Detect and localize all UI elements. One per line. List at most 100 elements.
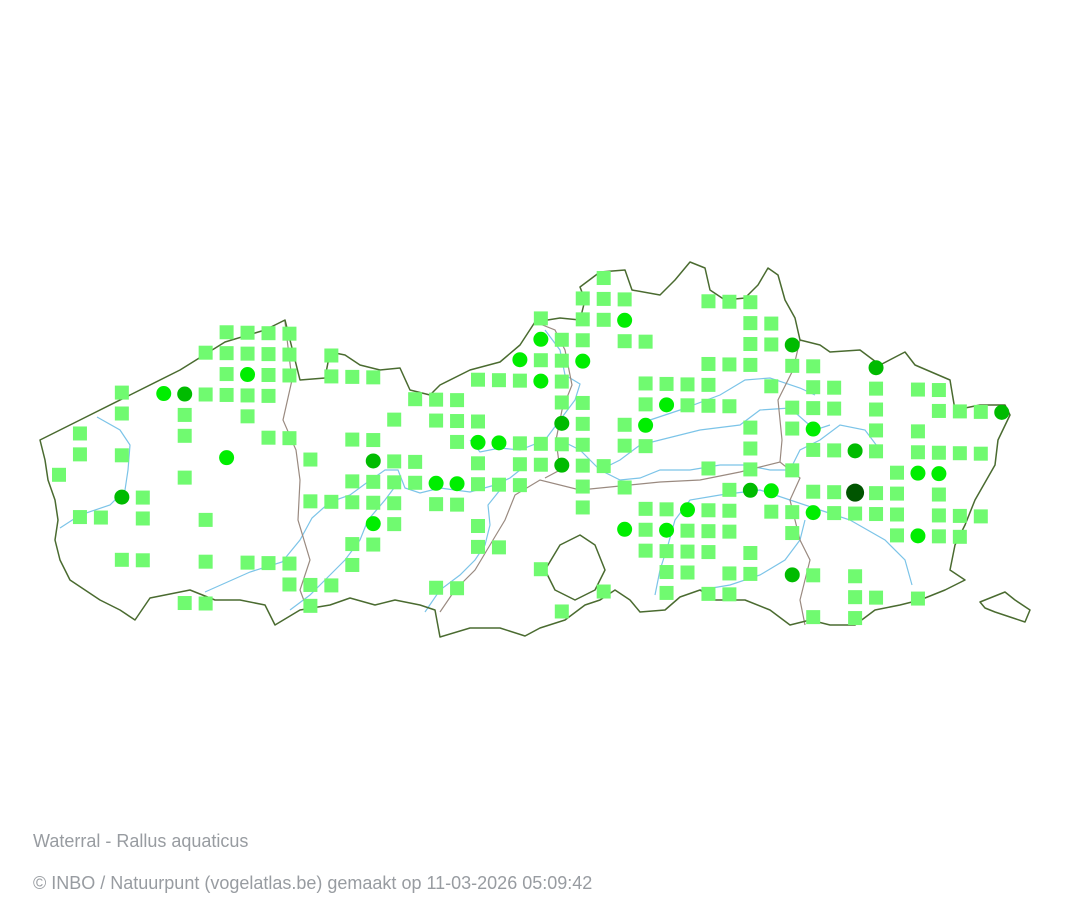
grid-square-marker <box>869 423 884 438</box>
grid-square-marker <box>575 458 590 473</box>
grid-square-marker <box>722 482 737 497</box>
grid-square-marker <box>869 381 884 396</box>
grid-square-marker <box>512 457 527 472</box>
grid-square-marker <box>596 584 611 599</box>
grid-square-marker <box>659 502 674 517</box>
grid-square-marker <box>973 446 988 461</box>
grid-square-marker <box>638 522 653 537</box>
grid-square-marker <box>345 474 360 489</box>
grid-square-marker <box>701 398 716 413</box>
grid-square-marker <box>491 477 506 492</box>
grid-square-marker <box>869 590 884 605</box>
grid-square-marker <box>240 388 255 403</box>
grid-square-marker <box>219 346 234 361</box>
light-circle-marker <box>659 522 675 538</box>
grid-square-marker <box>554 437 569 452</box>
light-circle-marker <box>617 521 633 537</box>
grid-square-marker <box>827 380 842 395</box>
grid-square-marker <box>324 494 339 509</box>
grid-square-marker <box>617 292 632 307</box>
mid-circle-marker <box>554 415 570 431</box>
grid-square-marker <box>952 404 967 419</box>
grid-square-marker <box>575 500 590 515</box>
grid-square-marker <box>806 610 821 625</box>
grid-square-marker <box>869 402 884 417</box>
grid-square-marker <box>722 524 737 539</box>
grid-square-marker <box>345 369 360 384</box>
grid-square-marker <box>554 604 569 619</box>
grid-square-marker <box>240 346 255 361</box>
mid-circle-marker <box>177 386 193 402</box>
grid-square-marker <box>596 312 611 327</box>
grid-square-marker <box>450 581 465 596</box>
light-circle-marker <box>449 476 465 492</box>
light-circle-marker <box>659 397 675 413</box>
grid-square-marker <box>72 510 87 525</box>
grid-square-marker <box>387 475 402 490</box>
grid-square-marker <box>198 554 213 569</box>
grid-square-marker <box>764 379 779 394</box>
grid-square-marker <box>638 376 653 391</box>
grid-square-marker <box>533 311 548 326</box>
light-circle-marker <box>931 466 947 482</box>
grid-square-marker <box>910 382 925 397</box>
grid-square-marker <box>366 495 381 510</box>
grid-square-marker <box>785 421 800 436</box>
grid-square-marker <box>408 475 423 490</box>
grid-square-marker <box>869 507 884 522</box>
grid-square-marker <box>554 332 569 347</box>
grid-square-marker <box>533 562 548 577</box>
grid-square-marker <box>240 325 255 340</box>
grid-square-marker <box>282 431 297 446</box>
grid-square-marker <box>198 596 213 611</box>
grid-square-marker <box>952 529 967 544</box>
grid-square-marker <box>743 546 758 561</box>
grid-square-marker <box>261 326 276 341</box>
grid-square-marker <box>471 477 485 492</box>
mid-circle-marker <box>868 360 884 376</box>
grid-square-marker <box>512 373 527 388</box>
grid-square-marker <box>387 412 402 427</box>
dark-circle-marker <box>846 483 865 502</box>
grid-square-marker <box>743 441 758 456</box>
grid-square-marker <box>282 347 297 362</box>
light-circle-marker <box>533 331 549 347</box>
grid-square-marker <box>680 565 695 580</box>
grid-square-marker <box>575 416 590 431</box>
grid-square-marker <box>659 565 674 580</box>
grid-square-marker <box>135 511 150 526</box>
grid-square-marker <box>491 540 506 555</box>
grid-square-marker <box>387 454 402 469</box>
grid-square-marker <box>282 556 297 571</box>
voeren-border <box>979 591 1031 623</box>
mid-circle-marker <box>742 482 758 498</box>
grid-square-marker <box>512 436 527 451</box>
grid-square-marker <box>596 459 611 474</box>
grid-square-marker <box>785 400 800 415</box>
grid-square-marker <box>114 552 129 567</box>
grid-square-marker <box>512 478 527 493</box>
grid-square-marker <box>345 537 360 552</box>
grid-square-marker <box>722 357 737 372</box>
grid-square-marker <box>952 446 967 461</box>
grid-square-marker <box>890 528 904 543</box>
grid-square-marker <box>177 428 192 443</box>
grid-square-marker <box>827 401 842 416</box>
grid-square-marker <box>93 510 108 525</box>
grid-square-marker <box>575 291 590 306</box>
grid-square-marker <box>869 444 884 459</box>
grid-square-marker <box>931 508 946 523</box>
grid-square-marker <box>638 439 653 454</box>
grid-square-marker <box>135 553 150 568</box>
grid-square-marker <box>345 495 360 510</box>
light-circle-marker <box>470 434 486 450</box>
grid-square-marker <box>177 470 192 485</box>
grid-square-marker <box>848 569 863 584</box>
grid-square-marker <box>680 377 695 392</box>
grid-square-marker <box>722 294 737 309</box>
grid-square-marker <box>764 504 779 519</box>
grid-square-marker <box>910 591 925 606</box>
grid-square-marker <box>701 524 716 539</box>
grid-square-marker <box>701 356 716 371</box>
grid-square-marker <box>554 395 569 410</box>
